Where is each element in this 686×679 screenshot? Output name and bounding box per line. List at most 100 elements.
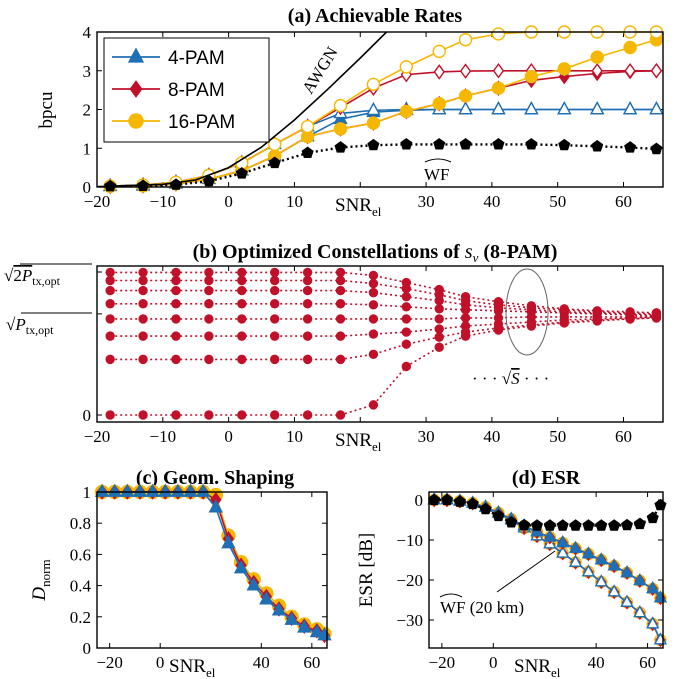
marker-4-pam	[568, 540, 583, 553]
y-tick-label: 0.6	[70, 545, 91, 564]
y-tick-label: 0	[83, 178, 92, 197]
panel-d-axes-frame	[428, 491, 664, 649]
constellation-point	[237, 354, 247, 365]
constellation-point	[401, 291, 412, 302]
marker-8-pam	[433, 64, 445, 80]
constellation-point	[368, 278, 379, 289]
marker-16-pam	[267, 137, 282, 152]
constellation-point	[204, 354, 214, 365]
y-tick-label: 0.2	[70, 608, 91, 627]
x-tick-label: 60	[639, 653, 656, 672]
marker-4-pam	[543, 529, 557, 542]
constellation-point	[302, 314, 313, 324]
marker-wf	[650, 142, 663, 155]
legend-item-16-pam: 16-PAM	[112, 112, 235, 133]
panel-b-axes-frame	[96, 265, 664, 423]
marker-4-pam	[530, 524, 544, 537]
constellation-point	[138, 275, 148, 286]
marker-wf	[334, 141, 347, 153]
marker-wf	[530, 519, 544, 531]
x-tick-label: −10	[150, 427, 177, 446]
constellation-point	[335, 331, 346, 341]
marker-4-pam	[208, 499, 223, 513]
constellation-point	[302, 275, 313, 286]
constellation-point	[105, 299, 115, 309]
marker-16-pam	[399, 104, 414, 119]
y-tick-label: 2	[83, 101, 92, 120]
marker-16-pam	[590, 50, 604, 64]
y-tick-label: 0	[83, 639, 92, 658]
x-tick-label: 50	[549, 427, 566, 446]
marker-wf	[367, 138, 380, 151]
x-tick-label: −10	[150, 192, 177, 211]
marker-wf	[608, 519, 621, 531]
constellation-point	[105, 331, 115, 341]
marker-16-pam	[557, 62, 571, 76]
constellation-point	[368, 400, 379, 410]
constellation-point	[171, 410, 181, 420]
marker-4-pam	[594, 552, 608, 565]
awgn-label: AWGN	[298, 43, 341, 97]
constellation-point	[171, 314, 181, 324]
svg-text:Dnorm: Dnorm	[29, 559, 53, 601]
constellation-point	[204, 299, 214, 309]
marker-wf	[235, 167, 248, 179]
marker-wf	[440, 493, 454, 506]
constellation-point	[335, 299, 346, 309]
svg-text:WF: WF	[424, 165, 450, 184]
constellation-point	[171, 331, 181, 341]
constellation-point	[138, 285, 148, 296]
constellation-point	[237, 285, 247, 296]
marker-4-pam	[607, 558, 621, 571]
wf-label: WF	[424, 158, 452, 184]
panel-c-axes-frame	[96, 491, 328, 649]
constellation-point	[204, 410, 214, 420]
constellation-point	[335, 275, 346, 286]
y-tick-label: 3	[83, 62, 92, 81]
marker-8-pam	[492, 62, 505, 79]
marker-4-pam	[646, 616, 660, 629]
x-tick-label: 30	[418, 192, 435, 211]
constellation-point	[204, 275, 214, 286]
x-tick-label: 40	[253, 653, 270, 672]
marker-wf	[505, 516, 518, 528]
constellation-point	[105, 267, 115, 278]
marker-wf	[556, 519, 569, 531]
constellation-point	[434, 332, 444, 342]
marker-4-pam	[259, 591, 274, 605]
marker-wf	[582, 519, 595, 531]
panel-c-ylabel: Dnorm	[29, 559, 53, 601]
constellation-point	[493, 297, 504, 307]
panel-b-ytick-sqrtp: √Ptx,opt	[6, 312, 92, 337]
constellation-point	[302, 354, 313, 365]
marker-wf	[453, 495, 466, 507]
marker-wf	[518, 518, 531, 531]
legend-marker	[129, 80, 143, 98]
constellation-point	[237, 314, 247, 324]
constellation-track	[110, 316, 657, 320]
y-tick-label: 0	[415, 491, 424, 510]
constellation-point	[237, 299, 247, 309]
marker-16-pam	[458, 89, 473, 103]
marker-4-pam	[556, 545, 570, 558]
x-tick-label: 50	[549, 192, 566, 211]
marker-wf	[400, 138, 413, 150]
x-tick-label: 0	[156, 653, 165, 672]
constellation-point	[171, 354, 181, 365]
constellation-point	[335, 314, 346, 324]
constellation-point	[368, 287, 379, 298]
x-tick-label: 40	[588, 653, 605, 672]
marker-wf	[268, 156, 281, 169]
constellation-point	[434, 304, 444, 314]
constellation-point	[171, 275, 181, 286]
marker-4-pam	[590, 101, 605, 115]
y-tick-label: 1	[83, 139, 92, 158]
marker-4-pam	[309, 624, 325, 638]
svg-text:√Ptx,opt: √Ptx,opt	[6, 315, 54, 337]
x-tick-label: 0	[489, 653, 498, 672]
marker-4-pam	[568, 554, 583, 567]
legend-item-4-pam: 4-PAM	[112, 47, 225, 69]
marker-4-pam	[158, 483, 173, 497]
marker-wf	[466, 497, 479, 510]
